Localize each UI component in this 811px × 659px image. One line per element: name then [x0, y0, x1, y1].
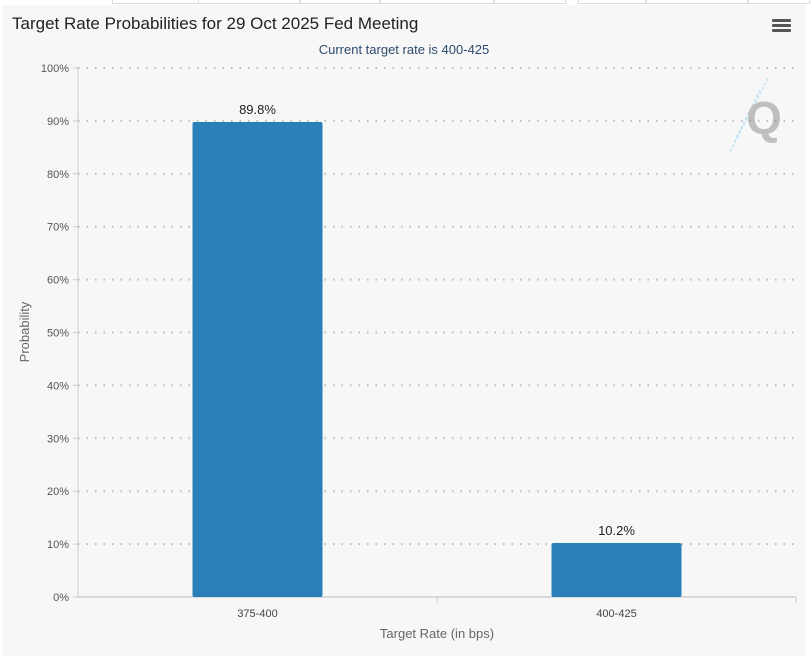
x-tick-label: 400-425 — [596, 608, 636, 620]
y-axis-title: Probability — [17, 301, 32, 362]
y-tick-label: 20% — [47, 486, 69, 498]
y-tick-label: 50% — [47, 328, 69, 340]
y-tick-label: 80% — [47, 169, 69, 181]
y-tick-label: 70% — [47, 222, 69, 234]
y-tick-label: 30% — [47, 433, 69, 445]
svg-text:Q: Q — [746, 92, 782, 144]
top-tab-strip — [0, 0, 811, 4]
y-tick-label: 10% — [47, 539, 69, 551]
y-tick-label: 0% — [53, 592, 69, 604]
x-axis-title: Target Rate (in bps) — [380, 626, 494, 641]
y-tick-label: 60% — [47, 275, 69, 287]
chart-title: Target Rate Probabilities for 29 Oct 202… — [12, 14, 419, 33]
y-tick-label: 40% — [47, 380, 69, 392]
data-label: 10.2% — [598, 523, 635, 538]
chart-subtitle: Current target rate is 400-425 — [318, 42, 490, 57]
bar — [551, 543, 682, 597]
x-tick-label: 375-400 — [237, 608, 277, 620]
watermark-logo: Q — [729, 77, 782, 153]
bar — [192, 121, 323, 597]
y-tick-label: 90% — [47, 116, 69, 128]
y-tick-label: 100% — [41, 63, 69, 75]
data-label: 89.8% — [239, 102, 276, 117]
chart-menu-icon[interactable] — [772, 19, 791, 34]
